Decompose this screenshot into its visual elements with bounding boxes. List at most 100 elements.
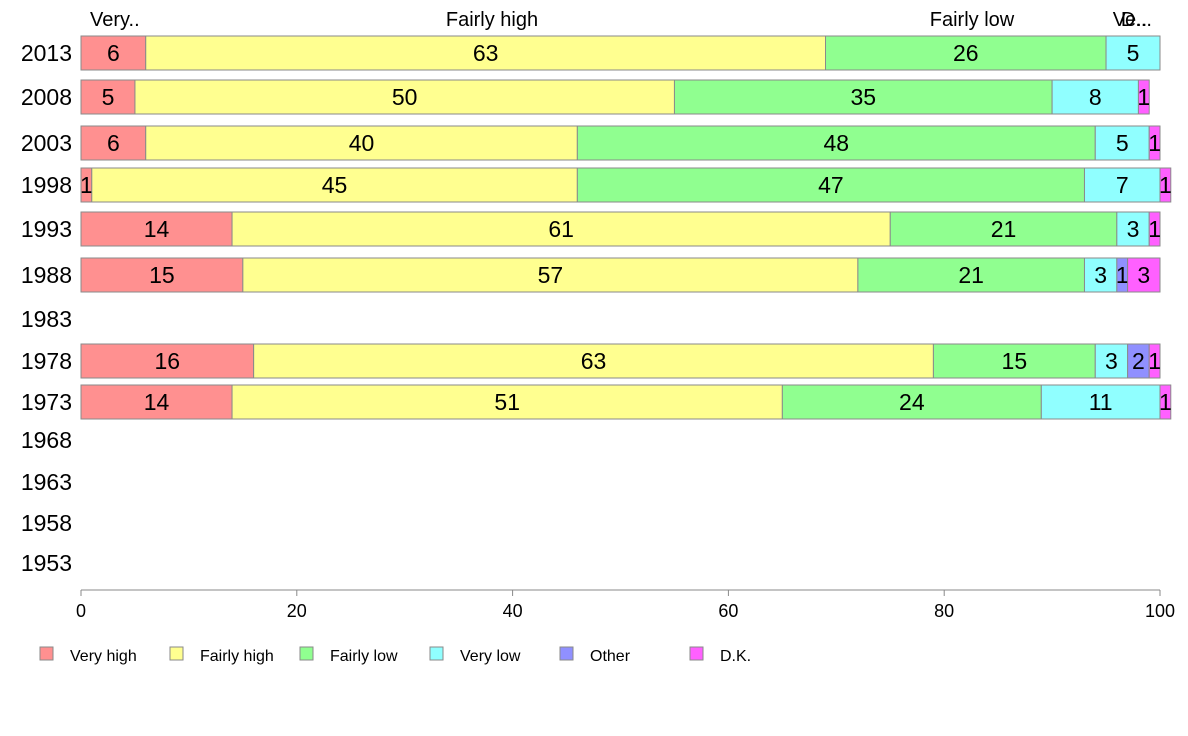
data-label: 2 [1132,348,1145,374]
data-label: 1 [80,172,93,198]
segment-header-label: Very.. [90,9,140,31]
segment-header-label: Ve.. [1113,9,1147,31]
data-label: 6 [107,130,120,156]
bar-segment [1148,211,1161,247]
legend-label: Fairly low [330,648,398,665]
data-label: 3 [1105,348,1118,374]
data-label: 1 [1137,84,1150,110]
data-label: 1 [1116,262,1129,288]
x-tick-label: 40 [503,601,523,621]
bar-segment [145,35,827,71]
bar-segment [1116,211,1150,247]
legend-swatch [429,646,444,661]
data-label: 3 [1137,262,1150,288]
bar-segment [673,79,1053,115]
bar-segment [145,125,578,161]
data-label: 8 [1089,84,1102,110]
data-label: 14 [144,389,170,415]
data-label: 48 [824,130,850,156]
data-label: 35 [850,84,876,110]
category-label: 1963 [21,469,72,495]
data-label: 11 [1089,389,1113,415]
bar-segment [1159,384,1172,420]
data-label: 5 [1116,130,1129,156]
data-label: 14 [144,216,170,242]
legend-swatch [169,646,184,661]
data-label: 1 [1159,389,1172,415]
bar-segment [80,343,255,379]
category-label: 1988 [21,262,72,288]
category-label: 1973 [21,389,72,415]
bar-segment [1148,125,1161,161]
bar-segment [1051,79,1139,115]
bar-segment [80,35,147,71]
category-label: 1998 [21,172,72,198]
data-label: 5 [102,84,115,110]
bar-segment [825,35,1107,71]
x-tick-label: 80 [934,601,954,621]
x-tick-label: 60 [718,601,738,621]
data-label: 6 [107,40,120,66]
bar-segment [889,211,1118,247]
segment-header-label: D... [1121,9,1152,31]
data-label: 1 [1148,348,1161,374]
bar-segment [576,125,1096,161]
bar-segment [231,211,891,247]
bar-segment [231,384,783,420]
category-label: 1958 [21,510,72,536]
bar-segment [1148,343,1161,379]
bar-segment [253,343,934,379]
legend-label: D.K. [720,648,751,665]
bar-segment [1094,343,1129,379]
bar-segment [1159,167,1172,203]
bar-segment [242,257,859,293]
segment-header-label: Fairly low [930,9,1015,31]
bar-segment [91,167,578,203]
x-tick-label: 100 [1145,601,1175,621]
data-label: 50 [392,84,418,110]
bar-segment [134,79,675,115]
data-label: 1 [1159,172,1172,198]
bar-segment [80,384,233,420]
legend-label: Very low [460,648,521,665]
bar-segment [932,343,1096,379]
data-label: 47 [818,172,844,198]
legend-label: Other [590,648,631,665]
data-label: 5 [1127,40,1140,66]
segment-header-label: Fairly high [446,9,538,31]
data-label: 21 [958,262,984,288]
bar-segment [1083,167,1161,203]
x-tick-label: 20 [287,601,307,621]
category-label: 1968 [21,427,72,453]
data-label: 1 [1148,130,1161,156]
data-label: 61 [548,216,574,242]
bar-segment [1127,257,1161,293]
bar-segment [80,257,244,293]
data-label: 3 [1127,216,1140,242]
data-label: 7 [1116,172,1129,198]
legend-swatch [689,646,704,661]
data-label: 63 [581,348,607,374]
category-label: 1993 [21,216,72,242]
data-label: 45 [322,172,348,198]
legend-label: Fairly high [200,648,274,665]
data-label: 3 [1094,262,1107,288]
bar-segment [1094,125,1150,161]
data-label: 63 [473,40,499,66]
data-label: 15 [1002,348,1028,374]
data-label: 51 [494,389,520,415]
bar-segment [80,211,233,247]
data-label: 1 [1148,216,1161,242]
category-label: 1953 [21,550,72,576]
legend-swatch [299,646,314,661]
legend-label: Very high [70,648,137,665]
bar-segment [1137,79,1150,115]
bar-segment [80,79,136,115]
data-label: 40 [349,130,375,156]
category-label: 2008 [21,84,72,110]
category-label: 2013 [21,40,72,66]
legend-swatch [39,646,54,661]
bar-segment [1105,35,1161,71]
data-label: 16 [155,348,181,374]
